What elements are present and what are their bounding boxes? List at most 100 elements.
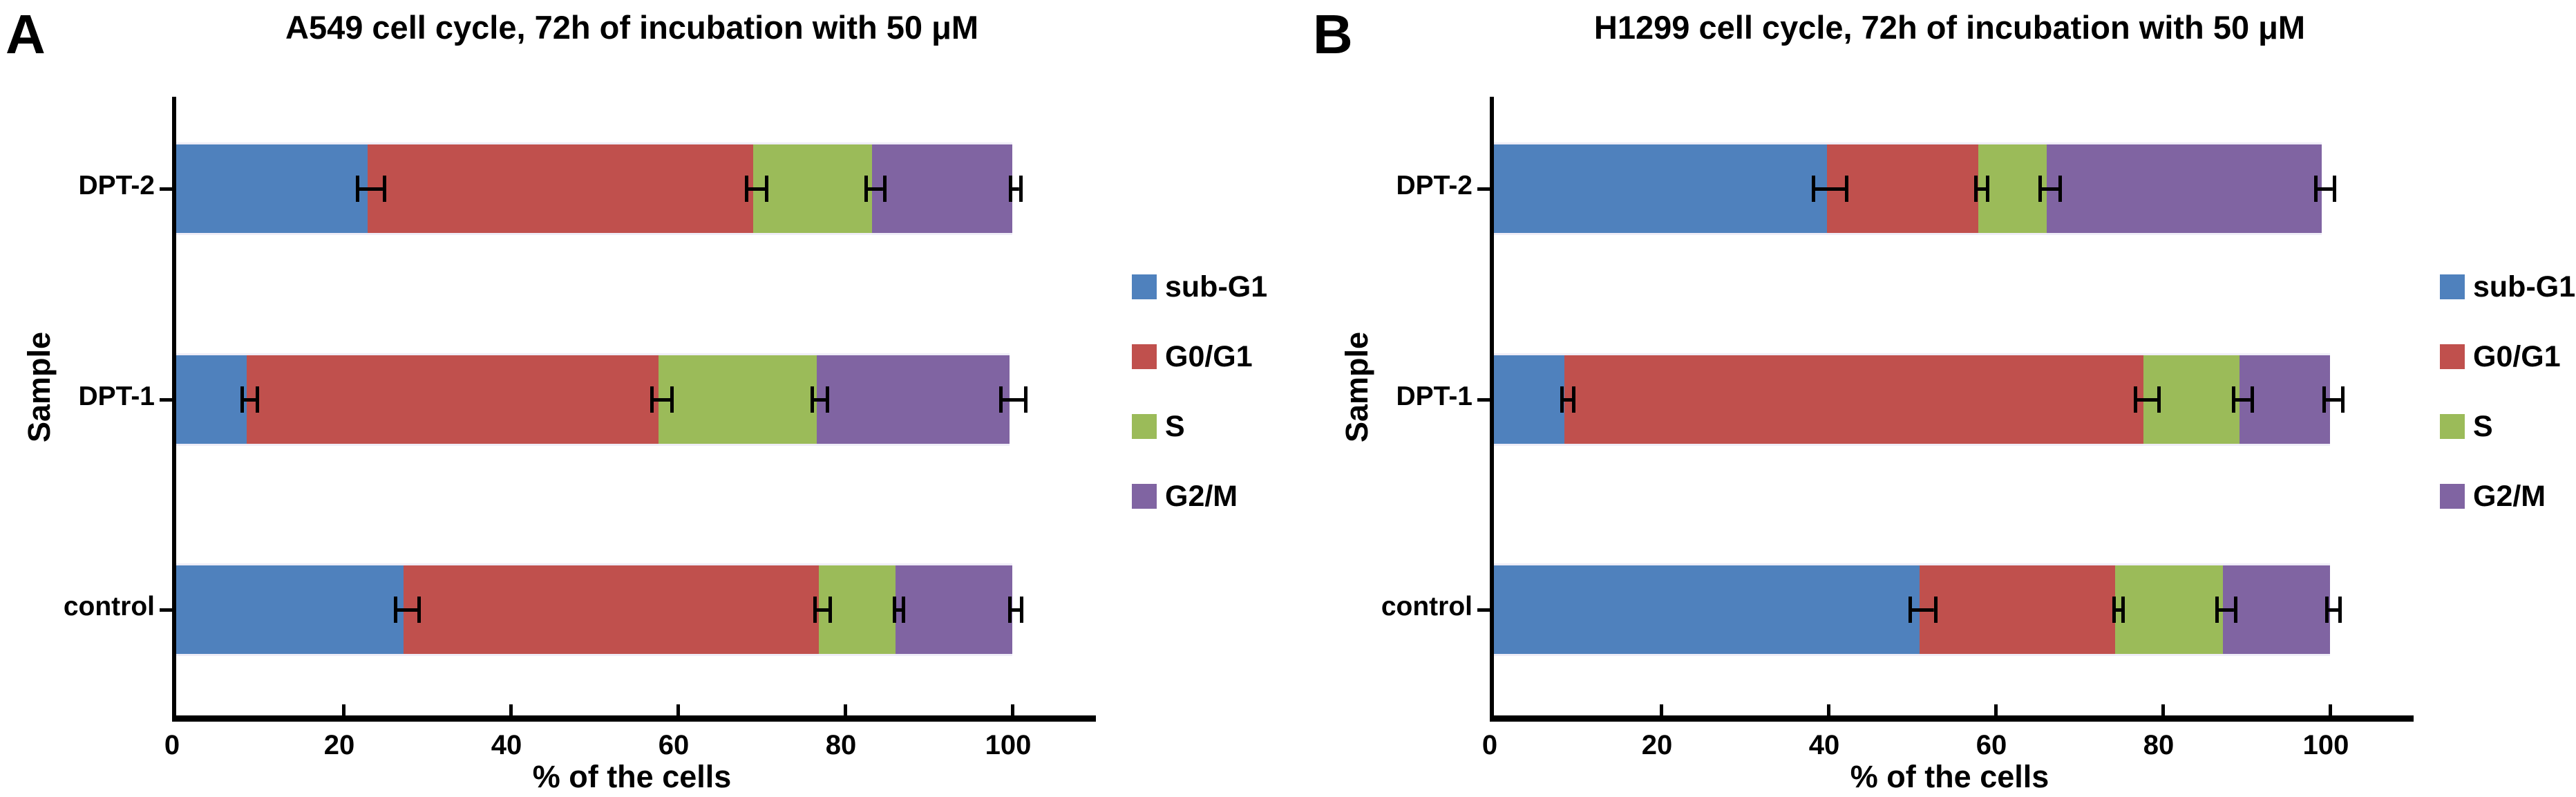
error-bar xyxy=(2314,176,2336,202)
x-axis-tick xyxy=(2328,704,2332,715)
plot-area xyxy=(160,97,1096,722)
y-axis-tick xyxy=(1477,608,1490,612)
legend-label: S xyxy=(1165,410,1185,443)
category-label: control xyxy=(1381,592,1472,621)
legend-label: sub-G1 xyxy=(2473,270,2576,303)
x-tick-label: 40 xyxy=(491,730,522,760)
error-bar xyxy=(2324,597,2342,623)
y-axis-tick xyxy=(160,397,172,402)
error-bar xyxy=(650,386,674,413)
legend-swatch-g0-g1 xyxy=(2440,344,2465,369)
legend-swatch-s xyxy=(1132,414,1157,439)
chart-title-a549: A549 cell cycle, 72h of incubation with … xyxy=(285,9,978,46)
chart-panel-b: B H1299 cell cycle, 72h of incubation wi… xyxy=(1288,0,2576,797)
bar-segment-g2-m xyxy=(2239,355,2330,444)
legend-swatch-sub-g1 xyxy=(1132,274,1157,299)
bar-segment-g2-m xyxy=(895,565,1012,654)
bar-segment-s xyxy=(2115,565,2224,654)
error-bar xyxy=(1909,597,1938,623)
error-bar xyxy=(1560,386,1575,413)
error-bar xyxy=(2232,386,2255,413)
bar-segment-s xyxy=(1978,144,2047,233)
x-axis-tick xyxy=(1993,704,1998,715)
plot-area xyxy=(1477,97,2414,722)
category-label: DPT-2 xyxy=(1396,171,1472,200)
category-label: DPT-2 xyxy=(78,171,155,200)
x-tick-label: 0 xyxy=(1481,730,1498,760)
error-bar xyxy=(1811,176,1849,202)
x-tick-label: 60 xyxy=(658,730,690,760)
x-axis-tick xyxy=(676,704,680,715)
bar-segment-sub-g1 xyxy=(1494,565,1920,654)
x-axis-title: % of the cells xyxy=(1850,759,2049,794)
x-tick-label: 100 xyxy=(985,730,1032,760)
error-bar xyxy=(2133,386,2161,413)
legend-swatch-g0-g1 xyxy=(1132,344,1157,369)
category-label: DPT-1 xyxy=(78,382,155,411)
x-axis-tick xyxy=(843,704,847,715)
x-axis-title: % of the cells xyxy=(532,759,732,794)
x-axis-tick xyxy=(341,704,345,715)
legend-swatch-sub-g1 xyxy=(2440,274,2465,299)
error-bar xyxy=(2215,597,2237,623)
panel-label-b: B xyxy=(1313,3,1353,65)
error-bar xyxy=(811,386,830,413)
bar-row xyxy=(1494,563,2330,656)
error-bar xyxy=(1009,176,1023,202)
bar-segment-g0-g1 xyxy=(246,355,659,444)
legend-label: G2/M xyxy=(1165,480,1238,513)
x-tick-label: 100 xyxy=(2302,730,2349,760)
x-tick-label: 20 xyxy=(323,730,355,760)
panel-label-a: A xyxy=(6,3,46,65)
error-bar xyxy=(2322,386,2345,413)
x-axis-tick xyxy=(2161,704,2165,715)
y-axis-tick xyxy=(160,608,172,612)
error-bar xyxy=(1973,176,1989,202)
bar-segment-g0-g1 xyxy=(1919,565,2115,654)
x-axis-tick xyxy=(1659,704,1663,715)
error-bar xyxy=(813,597,832,623)
bar-segment-g2-m xyxy=(2223,565,2330,654)
bar-segment-sub-g1 xyxy=(176,144,368,233)
bar-segment-s xyxy=(752,144,872,233)
legend-swatch-g2-m xyxy=(1132,484,1157,509)
bar-segment-g0-g1 xyxy=(1826,144,1978,233)
x-tick-label: 80 xyxy=(825,730,857,760)
error-bar xyxy=(2038,176,2062,202)
bar-segment-g2-m xyxy=(871,144,1012,233)
legend-label: G0/G1 xyxy=(2473,340,2561,373)
error-bar xyxy=(2112,597,2125,623)
error-bar xyxy=(356,176,387,202)
x-axis-tick xyxy=(1010,704,1014,715)
error-bar xyxy=(240,386,260,413)
bar-row xyxy=(1494,142,2322,235)
legend-label: G0/G1 xyxy=(1165,340,1253,373)
bar-segment-g0-g1 xyxy=(404,565,820,654)
bar-segment-s xyxy=(659,355,817,444)
x-axis-tick xyxy=(509,704,513,715)
bar-row xyxy=(176,353,1010,446)
category-label: control xyxy=(63,592,155,621)
error-bar xyxy=(892,597,905,623)
legend-label: S xyxy=(2473,410,2493,443)
x-tick-label: 0 xyxy=(164,730,180,760)
y-axis-tick xyxy=(1477,397,1490,402)
category-label: DPT-1 xyxy=(1396,382,1472,411)
legend-label: G2/M xyxy=(2473,480,2546,513)
bar-segment-sub-g1 xyxy=(176,565,404,654)
x-tick-label: 80 xyxy=(2143,730,2175,760)
error-bar xyxy=(393,597,421,623)
chart-panel-a: A A549 cell cycle, 72h of incubation wit… xyxy=(6,3,1268,795)
bar-row xyxy=(1494,353,2330,446)
error-bar xyxy=(998,386,1028,413)
legend-swatch-s xyxy=(2440,414,2465,439)
x-axis-tick xyxy=(1826,704,1830,715)
legend-label: sub-G1 xyxy=(1165,270,1268,303)
error-bar xyxy=(864,176,887,202)
bar-segment-g2-m xyxy=(816,355,1010,444)
error-bar xyxy=(744,176,768,202)
bar-segment-sub-g1 xyxy=(1494,355,1564,444)
y-axis-tick xyxy=(1477,187,1490,191)
error-bar xyxy=(1007,597,1024,623)
